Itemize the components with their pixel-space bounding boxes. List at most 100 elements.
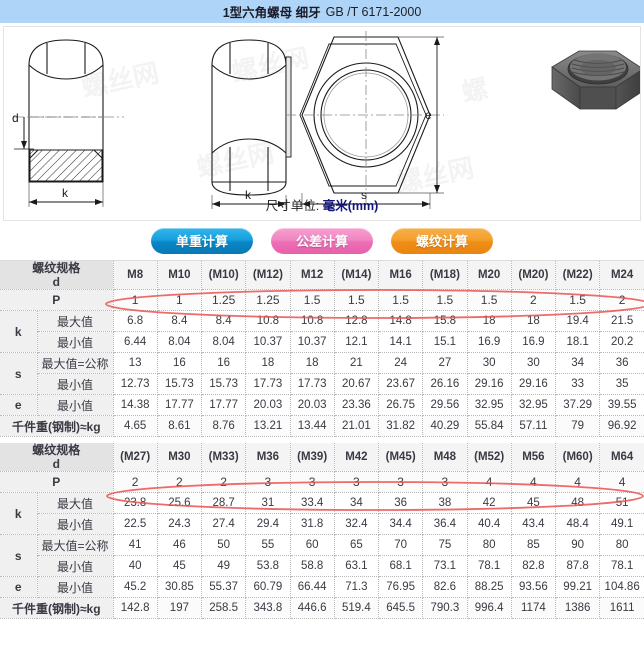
row-label-e: e	[0, 576, 38, 598]
data-cell: 82.6	[422, 576, 468, 598]
data-cell: 1.5	[378, 289, 424, 311]
svg-text:螺: 螺	[459, 73, 491, 108]
data-cell: 1.5	[290, 289, 335, 311]
data-cell: 29.4	[245, 513, 291, 535]
data-cell: 4	[599, 471, 644, 493]
data-cell: 26.16	[422, 373, 468, 395]
page-title-bar: 1型六角螺母 细牙 GB /T 6171-2000	[0, 0, 644, 23]
data-cell: 1	[113, 289, 158, 311]
data-cell: 32.95	[511, 394, 557, 416]
data-cell: 4	[555, 471, 601, 493]
data-cell: 4.65	[113, 415, 158, 437]
data-cell: 18.1	[555, 331, 601, 353]
data-cell: 8.04	[201, 331, 247, 353]
data-cell: 71.3	[334, 576, 380, 598]
table-row-k-max: k 最大值 23.8 25.6 28.7 31 33.4 34 36 38 42…	[0, 492, 644, 535]
size-cell: M20	[467, 261, 512, 290]
size-cell: (M20)	[511, 261, 557, 290]
data-cell: 14.1	[378, 331, 424, 353]
data-cell: 40.4	[467, 513, 512, 535]
data-cell: 104.86	[599, 576, 644, 598]
data-cell: 70	[378, 534, 424, 556]
row-label-e: e	[0, 394, 38, 416]
data-cell: 29.56	[422, 394, 468, 416]
table-row-s-min: 最小值 12.73 15.73 15.73 17.73 17.73 20.67 …	[0, 373, 644, 395]
row-sublabel-min: 最小值	[37, 394, 114, 416]
data-cell: 519.4	[334, 597, 380, 619]
table-row-e-min: e 最小值 14.38 17.77 17.77 20.03 20.03 23.3…	[0, 394, 644, 416]
table-separator	[0, 437, 644, 443]
table-row-weight: 千件重(钢制)≈kg 142.8 197 258.5 343.8 446.6 5…	[0, 597, 644, 619]
data-cell: 6.8	[113, 310, 158, 332]
table-row-pitch: P 2 2 2 3 3 3 3 3 4 4 4 4	[0, 471, 644, 493]
weight-calculation-button[interactable]: 单重计算	[151, 227, 253, 254]
row-label-s: s	[0, 534, 38, 577]
tolerance-calculation-button[interactable]: 公差计算	[271, 227, 373, 254]
data-cell: 40.29	[422, 415, 468, 437]
row-label-pitch: P	[0, 289, 114, 311]
data-cell: 48.4	[555, 513, 601, 535]
data-cell: 78.1	[599, 555, 644, 577]
data-cell: 21.5	[599, 310, 644, 332]
data-cell: 25.6	[157, 492, 203, 514]
dimension-label-e: e	[425, 108, 432, 122]
data-cell: 32.95	[467, 394, 512, 416]
data-cell: 1.5	[422, 289, 468, 311]
spec-header-label: 螺纹规格 d	[0, 261, 114, 290]
row-sublabel-min: 最小值	[37, 331, 114, 353]
data-cell: 15.1	[422, 331, 468, 353]
data-cell: 20.03	[245, 394, 291, 416]
svg-text:螺丝网: 螺丝网	[194, 137, 277, 183]
table-row-s-max: s 最大值=公称 41 46 50 55 60 65 70 75 80 85 9…	[0, 534, 644, 577]
table-row-pitch: P 1 1 1.25 1.25 1.5 1.5 1.5 1.5 1.5 2 1.…	[0, 289, 644, 311]
data-cell: 73.1	[422, 555, 468, 577]
data-cell: 36	[599, 352, 644, 374]
thread-calculation-button[interactable]: 螺纹计算	[391, 227, 493, 254]
data-cell: 57.11	[511, 415, 557, 437]
row-sublabel-max-nominal: 最大值=公称	[37, 534, 114, 556]
data-cell: 31.8	[290, 513, 335, 535]
size-cell: M16	[378, 261, 424, 290]
table-row-e-min: e 最小值 45.2 30.85 55.37 60.79 66.44 71.3 …	[0, 576, 644, 598]
table-row-k-min: 最小值 6.44 8.04 8.04 10.37 10.37 12.1 14.1…	[0, 331, 644, 353]
data-cell: 82.8	[511, 555, 557, 577]
row-sublabel-max-nominal: 最大值=公称	[37, 352, 114, 374]
unit-caption-prefix: 尺寸单位:	[265, 199, 323, 213]
svg-text:螺丝网: 螺丝网	[79, 57, 162, 103]
spec-header-line2: d	[52, 457, 60, 471]
data-cell: 46	[157, 534, 203, 556]
table-row-weight: 千件重(钢制)≈kg 4.65 8.61 8.76 13.21 13.44 21…	[0, 415, 644, 437]
data-cell: 343.8	[245, 597, 291, 619]
data-cell: 3	[378, 471, 424, 493]
data-cell: 1.5	[467, 289, 512, 311]
data-cell: 3	[245, 471, 291, 493]
table-row-k-max: k 最大值 6.8 8.4 8.4 10.8 10.8 12.8 14.8 15…	[0, 310, 644, 353]
row-sublabel-min: 最小值	[37, 576, 114, 598]
data-cell: 17.77	[157, 394, 203, 416]
data-cell: 36.4	[422, 513, 468, 535]
spec-header-line1: 螺纹规格	[32, 261, 81, 275]
size-cell: M10	[157, 261, 203, 290]
data-cell: 50	[201, 534, 247, 556]
size-cell: (M10)	[201, 261, 247, 290]
data-cell: 24.3	[157, 513, 203, 535]
dimension-label-k-2: k	[245, 188, 252, 202]
data-cell: 63.1	[334, 555, 380, 577]
data-cell: 20.67	[334, 373, 380, 395]
data-cell: 8.76	[201, 415, 247, 437]
row-label-pitch: P	[0, 471, 114, 493]
data-cell: 35	[599, 373, 644, 395]
data-cell: 197	[157, 597, 203, 619]
data-cell: 43.4	[511, 513, 557, 535]
spec-table-small-sizes: 螺纹规格 d M8 M10 (M10) (M12) M12 (M14) M16 …	[0, 261, 644, 437]
data-cell: 12.8	[334, 310, 380, 332]
size-cell: M48	[422, 443, 468, 472]
data-cell: 30.85	[157, 576, 203, 598]
data-cell: 68.1	[378, 555, 424, 577]
spec-header-line2: d	[52, 275, 60, 289]
data-cell: 23.67	[378, 373, 424, 395]
data-cell: 60.79	[245, 576, 291, 598]
data-cell: 38	[422, 492, 468, 514]
data-cell: 15.73	[157, 373, 203, 395]
data-cell: 8.61	[157, 415, 203, 437]
